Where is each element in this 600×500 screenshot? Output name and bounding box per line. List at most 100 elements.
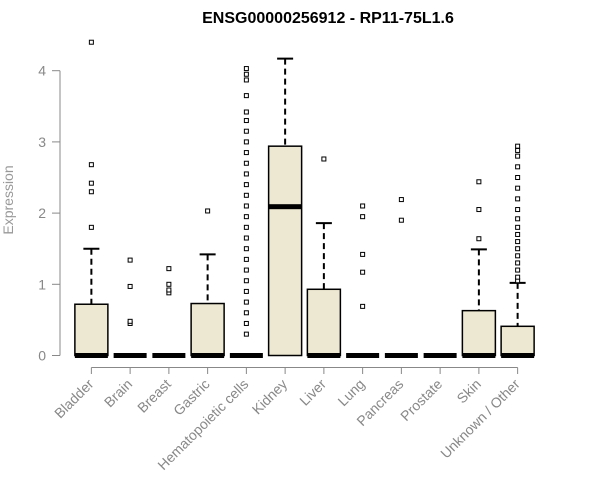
outlier-point (360, 203, 366, 209)
outlier-point (515, 231, 521, 237)
outlier-point (476, 236, 482, 242)
outlier-point (515, 224, 521, 230)
x-tick-label: Brain (101, 376, 135, 410)
outlier-point (398, 217, 404, 223)
outlier-point (243, 214, 249, 220)
outlier-point (360, 251, 366, 257)
outlier-point (243, 288, 249, 294)
y-tick-label: 3 (38, 134, 46, 150)
box-body (500, 325, 535, 357)
median-line (462, 353, 496, 358)
outlier-point (243, 93, 249, 99)
outlier-point (88, 224, 94, 230)
outlier-point (243, 192, 249, 198)
outlier-point (243, 118, 249, 124)
box-6 (267, 57, 303, 357)
outlier-point (515, 246, 521, 252)
x-tick-label: Skin (453, 376, 484, 407)
outlier-point (127, 257, 133, 263)
outlier-point (243, 128, 249, 134)
outlier-point (515, 147, 521, 153)
box-body (74, 303, 109, 357)
outlier-point (127, 283, 133, 289)
outlier-point (166, 287, 172, 293)
outlier-point (243, 182, 249, 188)
boxes-group (74, 39, 535, 358)
outlier-point (515, 175, 521, 180)
x-tick-label: Kidney (249, 376, 291, 418)
outlier-point (243, 331, 249, 337)
median-line (423, 353, 457, 358)
outlier-point (243, 139, 249, 145)
outlier-point (321, 156, 327, 162)
x-tick-label: Bladder (51, 376, 97, 422)
outlier-point (243, 246, 249, 252)
median-line (191, 353, 225, 358)
box-2 (113, 257, 147, 358)
outlier-point (515, 253, 521, 259)
x-tick-label: Prostate (397, 376, 445, 424)
outlier-point (243, 310, 249, 316)
x-tick-label: Liver (296, 376, 329, 409)
box-1 (74, 39, 109, 358)
outlier-point (360, 269, 366, 275)
y-tick-label: 1 (38, 276, 46, 292)
outlier-point (243, 71, 249, 77)
outlier-point (243, 150, 249, 156)
y-tick-label: 2 (38, 205, 46, 221)
outlier-point (360, 303, 366, 309)
outlier-point (515, 207, 521, 213)
outlier-point (243, 77, 249, 83)
box-4 (190, 208, 225, 358)
outlier-point (88, 189, 94, 195)
outlier-point (515, 267, 521, 273)
outlier-point (127, 318, 133, 324)
outlier-point (515, 239, 521, 245)
median-line (152, 353, 186, 358)
box-7 (306, 156, 342, 358)
outlier-point (243, 235, 249, 241)
outlier-point (243, 160, 249, 166)
box-10 (423, 353, 457, 358)
outlier-point (515, 274, 521, 280)
outlier-point (476, 207, 482, 213)
box-8 (346, 203, 380, 358)
box-body (267, 145, 303, 357)
outlier-point (398, 197, 404, 203)
box-9 (384, 197, 418, 358)
outlier-point (243, 171, 249, 177)
outlier-point (515, 164, 521, 170)
outlier-point (166, 266, 172, 272)
outlier-point (243, 299, 249, 305)
chart-title: ENSG00000256912 - RP11-75L1.6 (202, 10, 454, 27)
median-line (229, 353, 263, 358)
outlier-point (515, 216, 521, 222)
median-line (501, 353, 535, 358)
y-axis-label: Expression (0, 165, 16, 234)
outlier-point (515, 143, 521, 149)
outlier-point (243, 256, 249, 262)
outlier-point (243, 278, 249, 284)
outlier-point (515, 153, 521, 159)
outlier-point (515, 260, 521, 266)
outlier-point (88, 180, 94, 186)
outlier-point (243, 267, 249, 273)
box-body (190, 302, 225, 357)
box-body (306, 288, 342, 357)
outlier-point (243, 224, 249, 230)
y-tick-label: 0 (38, 348, 46, 364)
outlier-point (243, 109, 249, 115)
outlier-point (476, 179, 482, 185)
x-tick-label: Breast (134, 376, 174, 416)
median-line (384, 353, 418, 358)
median-line (268, 204, 302, 210)
median-line (113, 353, 147, 358)
axes-group: 0 1 2 3 4 (38, 63, 519, 374)
outlier-point (88, 39, 94, 45)
box-body (461, 309, 497, 357)
median-line (307, 353, 341, 358)
outlier-point (205, 208, 211, 214)
